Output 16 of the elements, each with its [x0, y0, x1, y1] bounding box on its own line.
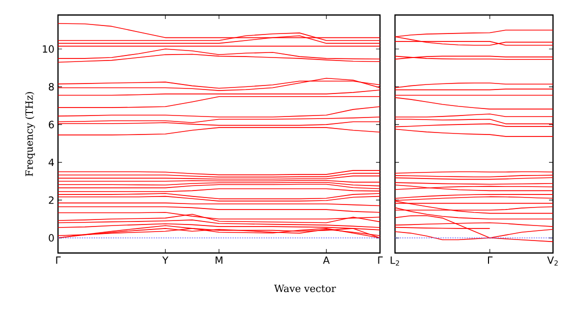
y-axis-title: Frequency (THz): [25, 92, 35, 176]
x-tick-label: L$_{2}$: [390, 256, 400, 266]
x-tick-label: V$_{2}$: [547, 256, 558, 266]
y-tick-label: 0: [48, 234, 54, 242]
y-tick-label: 10: [42, 45, 54, 53]
y-tick-label: 6: [48, 120, 54, 128]
x-tick-label: Γ: [56, 256, 61, 264]
y-tick-label: 8: [48, 82, 54, 91]
x-axis-title: Wave vector: [274, 284, 336, 292]
x-tick-label: Γ: [488, 256, 493, 264]
y-tick-label: 4: [48, 158, 54, 166]
x-tick-label: A: [323, 256, 330, 264]
y-tick-label: 2: [48, 196, 54, 204]
x-tick-label: M: [216, 256, 222, 264]
x-tick-label: Γ: [378, 256, 383, 264]
x-tick-label: Y: [162, 256, 168, 264]
